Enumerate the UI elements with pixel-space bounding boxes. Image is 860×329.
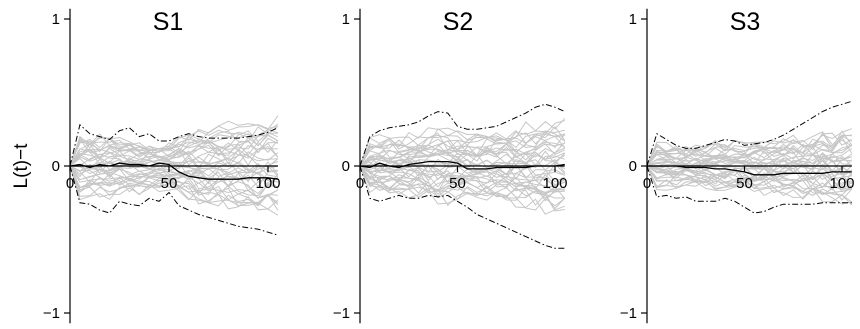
simulation-line bbox=[359, 165, 566, 211]
panel-title: S3 bbox=[730, 8, 761, 36]
panel-s1: S1 1 0 −1 0 50 100 bbox=[43, 8, 281, 324]
envelope-lines bbox=[69, 123, 279, 236]
simulation-line bbox=[69, 165, 279, 211]
simulation-line bbox=[359, 120, 565, 167]
simulation-line bbox=[69, 139, 279, 167]
simulation-line bbox=[359, 165, 566, 188]
simulation-line bbox=[359, 165, 566, 190]
y-tick-label: 1 bbox=[629, 11, 637, 28]
simulation-line bbox=[646, 165, 853, 191]
simulation-line bbox=[359, 165, 566, 190]
upper-envelope-line bbox=[69, 123, 279, 167]
axes: 1 0 −1 0 50 100 bbox=[333, 8, 568, 324]
simulation-line bbox=[359, 161, 566, 179]
y-axis-label: L(t)−t bbox=[11, 143, 32, 189]
simulation-line bbox=[69, 165, 279, 207]
simulation-line bbox=[359, 163, 566, 183]
y-tick-label: −1 bbox=[43, 305, 60, 322]
axes: 1 0 −1 0 50 100 bbox=[620, 8, 855, 324]
envelope-lines bbox=[646, 100, 852, 214]
x-tick-label: 50 bbox=[161, 175, 178, 192]
envelope-lines bbox=[359, 103, 566, 249]
simulation-line bbox=[359, 165, 565, 199]
observed-line bbox=[69, 162, 278, 180]
lower-envelope-line bbox=[69, 165, 279, 236]
lower-envelope-line bbox=[359, 165, 565, 249]
simulation-line bbox=[69, 115, 279, 167]
simulation-line bbox=[359, 165, 565, 194]
observed-line-group bbox=[647, 165, 852, 176]
simulation-line bbox=[69, 123, 279, 167]
simulation-line bbox=[646, 165, 853, 191]
simulation-line bbox=[359, 165, 565, 212]
simulation-line bbox=[69, 165, 279, 216]
simulation-line bbox=[646, 139, 853, 167]
y-tick-label: −1 bbox=[333, 305, 350, 322]
observed-line bbox=[647, 165, 852, 176]
y-tick-label: 0 bbox=[52, 158, 60, 175]
simulation-line bbox=[69, 134, 279, 167]
simulation-line bbox=[69, 157, 278, 174]
simulation-line bbox=[646, 152, 852, 167]
x-tick-label: 100 bbox=[255, 175, 280, 192]
lower-envelope-line bbox=[646, 165, 852, 214]
y-tick-label: 0 bbox=[629, 158, 637, 175]
simulation-line bbox=[359, 128, 565, 167]
x-tick-label: 0 bbox=[643, 175, 651, 192]
observed-line-group bbox=[69, 162, 278, 180]
simulation-line bbox=[69, 165, 278, 197]
simulation-line bbox=[359, 153, 566, 172]
simulation-line bbox=[359, 161, 566, 182]
simulation-line bbox=[359, 117, 566, 167]
simulation-line bbox=[646, 163, 853, 180]
panel-s2: S2 1 0 −1 0 50 100 bbox=[333, 8, 568, 324]
simulation-line bbox=[646, 128, 852, 167]
simulation-line bbox=[646, 144, 853, 167]
x-tick-label: 100 bbox=[542, 175, 567, 192]
simulation-line bbox=[359, 165, 565, 187]
simulation-line bbox=[69, 129, 279, 167]
x-tick-label: 0 bbox=[66, 175, 74, 192]
simulation-line bbox=[359, 165, 566, 210]
simulation-line bbox=[646, 165, 853, 189]
panel-title: S1 bbox=[153, 8, 184, 36]
simulation-line bbox=[69, 165, 279, 204]
panel-s3: S3 1 0 −1 0 50 100 bbox=[620, 8, 855, 324]
y-tick-label: 1 bbox=[52, 11, 60, 28]
axes: 1 0 −1 0 50 100 bbox=[43, 8, 281, 324]
simulation-lines bbox=[69, 115, 279, 216]
panel-title: S2 bbox=[443, 8, 474, 36]
simulation-line bbox=[69, 147, 278, 167]
x-tick-label: 100 bbox=[829, 175, 854, 192]
x-tick-label: 0 bbox=[356, 175, 364, 192]
simulation-lines bbox=[359, 117, 566, 215]
simulation-line bbox=[359, 150, 566, 168]
y-tick-label: −1 bbox=[620, 305, 637, 322]
simulation-line bbox=[646, 165, 853, 206]
y-tick-label: 1 bbox=[342, 11, 350, 28]
simulation-line bbox=[646, 148, 853, 167]
simulation-line bbox=[359, 135, 566, 167]
simulation-line bbox=[69, 125, 279, 167]
x-tick-label: 50 bbox=[736, 175, 753, 192]
simulation-line bbox=[69, 153, 279, 171]
simulation-line bbox=[69, 165, 278, 199]
y-tick-label: 0 bbox=[342, 158, 350, 175]
x-tick-label: 50 bbox=[449, 175, 466, 192]
simulation-line bbox=[646, 165, 852, 205]
simulation-line bbox=[359, 131, 565, 167]
simulation-line bbox=[359, 138, 565, 167]
simulation-line bbox=[69, 164, 278, 183]
